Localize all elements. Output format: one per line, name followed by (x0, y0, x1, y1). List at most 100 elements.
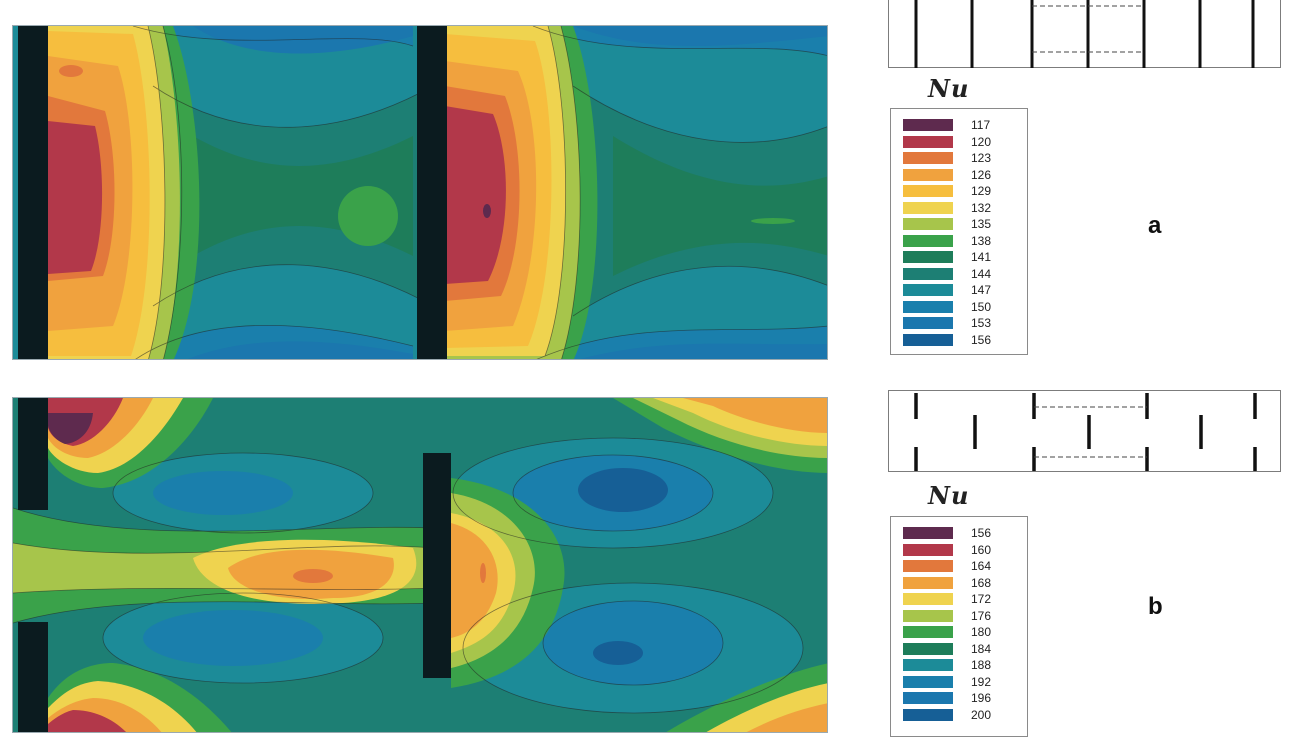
contour-region (59, 65, 83, 77)
legend-label: 188 (971, 658, 992, 672)
contour-lines (13, 437, 804, 714)
legend-label: 184 (971, 641, 992, 656)
legend-swatch (903, 659, 953, 671)
legend-label: 180 (971, 625, 992, 639)
legend-label: 150 (971, 299, 992, 314)
measurement-region (1034, 406, 1147, 458)
legend-swatch (903, 609, 953, 622)
legend-swatch (903, 251, 953, 263)
rib-schematic-a (888, 0, 1281, 68)
legend-label: 156 (971, 526, 992, 540)
legend-label: 138 (971, 233, 992, 248)
contour-region (193, 26, 413, 54)
legend-swatch (903, 642, 953, 655)
rib-schematic-b (888, 390, 1281, 472)
legend-swatch (903, 168, 953, 181)
rib (18, 622, 48, 732)
legend-label: 144 (971, 266, 992, 281)
colorbar-title-b: Nu (928, 481, 970, 510)
contour-plot-a (12, 25, 828, 360)
contour-region (573, 26, 827, 46)
contour-region (445, 106, 506, 284)
contour-plot-b-svg (13, 398, 827, 732)
contour-region (188, 341, 413, 359)
colorbar-title-a: Nu (928, 74, 970, 103)
contour-region (543, 601, 723, 685)
legend-swatch (903, 576, 953, 589)
contour-region (483, 204, 491, 218)
measurement-region (1032, 5, 1144, 53)
legend-swatch (903, 267, 953, 280)
legend-swatch (903, 333, 953, 346)
contour-region (48, 413, 93, 444)
contour-region (746, 703, 827, 732)
schematic-ribs (914, 393, 1257, 471)
contour-region (153, 471, 293, 515)
legend-swatch (903, 692, 953, 704)
contour-region (48, 710, 126, 732)
legend-label: 123 (971, 151, 992, 165)
rib (417, 26, 447, 359)
schematic-ribs (914, 0, 1255, 68)
rib-schematic-b-svg (914, 393, 1257, 471)
legend-swatch (903, 675, 953, 688)
panel-label-b: b (1148, 593, 1163, 620)
contour-region (580, 343, 827, 359)
contour-region (593, 641, 643, 665)
contour-lines (132, 26, 827, 359)
legend-b: 156 160 164 168 172 176 180 184 188 192 196 200 (890, 516, 1028, 737)
legend-swatch (903, 317, 953, 329)
contour-region (613, 136, 827, 276)
rib (18, 26, 48, 359)
legend-label: 156 (971, 332, 992, 347)
legend-label: 200 (971, 707, 992, 722)
legend-label: 135 (971, 217, 992, 231)
legend-swatch (903, 135, 953, 148)
legend-label: 196 (971, 691, 992, 705)
legend-swatch (903, 185, 953, 197)
legend-label: 147 (971, 283, 992, 297)
legend-swatch (903, 300, 953, 313)
legend-label: 168 (971, 575, 992, 590)
legend-swatch (903, 626, 953, 638)
legend-swatch (903, 234, 953, 247)
legend-swatch (903, 152, 953, 164)
legend-swatch (903, 119, 953, 131)
legend-label: 153 (971, 316, 992, 330)
contour-region (578, 468, 668, 512)
legend-swatch (903, 284, 953, 296)
contour-plot-a-svg (13, 26, 827, 359)
contour-region (143, 610, 323, 666)
legend-label: 192 (971, 674, 992, 689)
contour-plot-b (12, 397, 828, 733)
legend-label: 172 (971, 592, 992, 606)
contour-region (293, 569, 333, 583)
legend-label: 164 (971, 559, 992, 573)
legend-swatch (903, 527, 953, 539)
legend-label: 160 (971, 542, 992, 557)
contour-region (480, 563, 486, 583)
legend-swatch (903, 560, 953, 572)
legend-swatch (903, 218, 953, 230)
panel-label-a: a (1148, 212, 1162, 239)
rib (18, 398, 48, 510)
legend-label: 126 (971, 167, 992, 182)
contour-region (683, 398, 827, 433)
contour-region (338, 186, 398, 246)
legend-swatch (903, 708, 953, 721)
legend-swatch (903, 593, 953, 605)
legend-swatch (903, 543, 953, 556)
rib (423, 453, 451, 678)
legend-swatch (903, 201, 953, 214)
legend-label: 129 (971, 184, 992, 198)
contour-region (751, 218, 795, 224)
legend-a: 117 120 123 126 129 132 135 138 141 144 147 150 153 1… (890, 108, 1028, 355)
contour-region (48, 121, 103, 274)
contour-region (451, 523, 498, 638)
legend-label: 120 (971, 134, 992, 149)
legend-label: 132 (971, 200, 992, 215)
legend-label: 141 (971, 250, 992, 264)
rib-schematic-a-svg (914, 0, 1255, 68)
legend-label: 176 (971, 608, 992, 623)
legend-label: 117 (971, 118, 991, 132)
